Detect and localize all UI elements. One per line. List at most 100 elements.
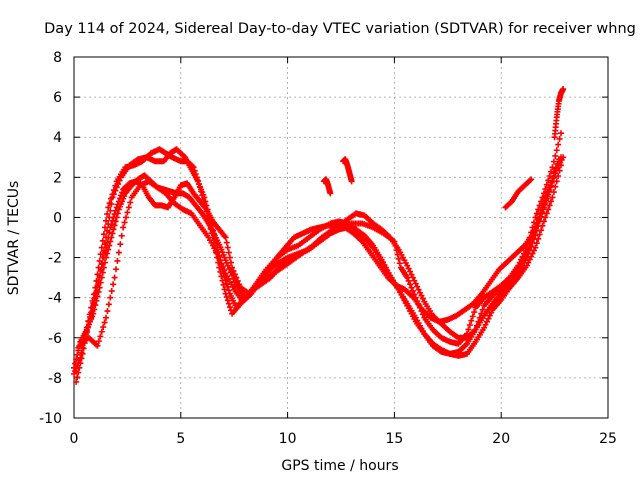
data-point bbox=[122, 214, 129, 221]
data-point bbox=[113, 184, 120, 191]
data-point bbox=[225, 300, 232, 307]
data-point bbox=[219, 263, 226, 270]
data-point bbox=[108, 234, 115, 241]
data-point bbox=[556, 135, 563, 142]
x-axis-label: GPS time / hours bbox=[281, 458, 398, 474]
y-tick-label: 6 bbox=[53, 90, 62, 106]
data-point bbox=[223, 239, 230, 246]
data-point bbox=[110, 281, 117, 288]
data-point bbox=[531, 227, 538, 234]
data-point bbox=[395, 255, 402, 262]
data-point bbox=[98, 274, 105, 281]
data-point bbox=[538, 210, 545, 217]
data-point bbox=[554, 160, 561, 167]
data-point bbox=[111, 222, 118, 229]
data-point bbox=[485, 315, 492, 322]
data-point bbox=[91, 306, 98, 313]
data-point bbox=[103, 314, 110, 321]
data-point bbox=[225, 287, 232, 294]
data-point bbox=[466, 322, 473, 329]
data-point bbox=[224, 262, 231, 269]
data-point bbox=[110, 226, 117, 233]
data-point bbox=[225, 249, 232, 256]
data-point bbox=[78, 349, 85, 356]
data-point bbox=[543, 197, 550, 204]
x-tick-label: 15 bbox=[385, 431, 403, 447]
data-point bbox=[92, 302, 99, 309]
data-point bbox=[121, 219, 128, 226]
data-point bbox=[112, 187, 119, 194]
data-point bbox=[94, 293, 101, 300]
data-point bbox=[488, 309, 495, 316]
data-point bbox=[105, 301, 112, 308]
data-point bbox=[73, 378, 80, 385]
data-point bbox=[558, 130, 565, 137]
series-spike-d bbox=[502, 176, 535, 211]
data-point bbox=[117, 241, 124, 248]
data-point bbox=[555, 156, 562, 163]
data-point bbox=[396, 260, 403, 267]
data-point bbox=[76, 343, 83, 350]
data-point bbox=[90, 310, 97, 317]
data-point bbox=[79, 350, 86, 357]
data-point bbox=[118, 232, 125, 239]
y-tick-label: 2 bbox=[53, 170, 62, 186]
y-tick-label: 8 bbox=[53, 50, 62, 66]
data-point bbox=[483, 318, 490, 325]
data-point bbox=[95, 338, 102, 345]
data-point bbox=[418, 292, 425, 299]
data-point bbox=[419, 295, 426, 302]
data-point bbox=[216, 257, 223, 264]
data-point bbox=[97, 333, 104, 340]
data-point bbox=[528, 176, 535, 183]
data-point bbox=[223, 293, 230, 300]
data-point bbox=[106, 242, 113, 249]
data-point bbox=[469, 313, 476, 320]
data-point bbox=[107, 294, 114, 301]
data-point bbox=[100, 264, 107, 271]
data-point bbox=[74, 351, 81, 358]
data-point bbox=[226, 265, 233, 272]
data-point bbox=[482, 321, 489, 328]
data-point bbox=[94, 342, 101, 349]
data-point bbox=[77, 360, 84, 367]
data-point bbox=[412, 280, 419, 287]
data-point bbox=[226, 304, 233, 311]
data-point bbox=[103, 254, 110, 261]
data-point bbox=[553, 147, 560, 154]
y-tick-label: -4 bbox=[48, 291, 62, 307]
data-point bbox=[529, 239, 536, 246]
data-point bbox=[548, 179, 555, 186]
data-point bbox=[525, 250, 532, 257]
data-point bbox=[120, 224, 127, 231]
data-point bbox=[104, 308, 111, 315]
data-point bbox=[74, 374, 81, 381]
data-point bbox=[547, 184, 554, 191]
data-point bbox=[215, 253, 222, 260]
data-point bbox=[527, 177, 534, 184]
data-marks bbox=[71, 86, 567, 385]
data-point bbox=[104, 239, 111, 246]
data-point bbox=[108, 201, 115, 208]
data-point bbox=[408, 284, 415, 291]
data-point bbox=[226, 254, 233, 261]
data-point bbox=[560, 86, 567, 93]
data-point bbox=[481, 324, 488, 331]
data-point bbox=[96, 284, 103, 291]
data-point bbox=[78, 355, 85, 362]
data-point bbox=[127, 199, 134, 206]
data-point bbox=[405, 265, 412, 272]
data-point bbox=[404, 274, 411, 281]
data-point bbox=[111, 274, 118, 281]
series-day-e bbox=[77, 156, 562, 349]
data-point bbox=[537, 213, 544, 220]
data-point bbox=[202, 198, 209, 205]
y-axis-label: SDTVAR / TECUs bbox=[6, 181, 22, 296]
data-point bbox=[534, 220, 541, 227]
data-point bbox=[80, 345, 87, 352]
data-point bbox=[552, 152, 559, 159]
data-point bbox=[532, 244, 539, 251]
data-point bbox=[115, 181, 122, 188]
data-point bbox=[535, 217, 542, 224]
